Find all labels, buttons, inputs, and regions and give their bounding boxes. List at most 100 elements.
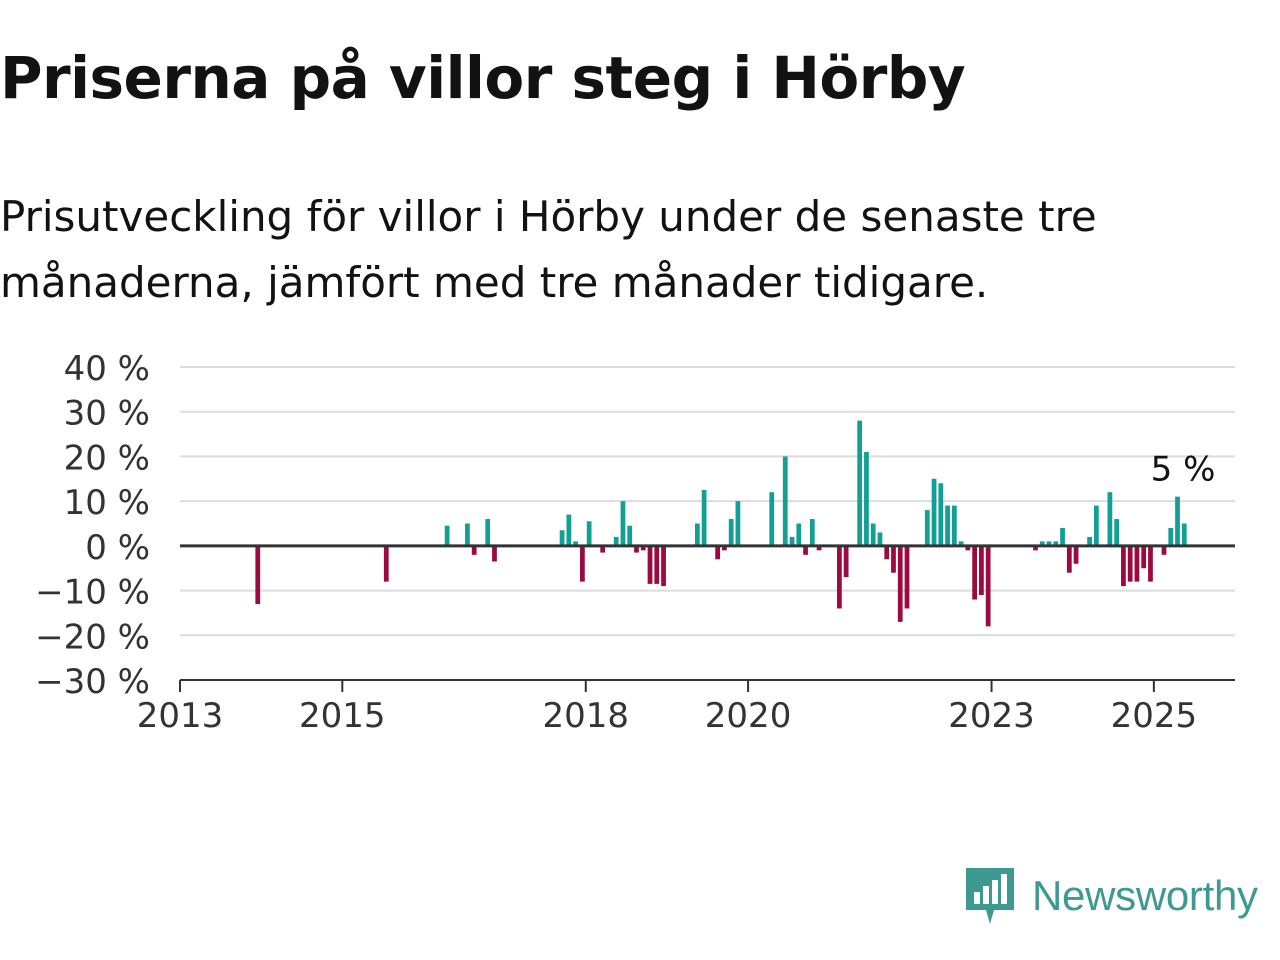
- bar: [1181, 523, 1187, 546]
- newsworthy-logo: Newsworthy: [964, 864, 1258, 928]
- x-tick-label: 2013: [137, 696, 224, 736]
- bar: [1127, 545, 1133, 582]
- bar: [383, 545, 389, 582]
- bar: [1039, 541, 1045, 546]
- bar: [1053, 541, 1059, 546]
- bar: [1148, 545, 1153, 582]
- bar: [884, 545, 890, 560]
- y-axis-labels: 40 % 30 %20 % 10 % 0 % −10 %−20 % −30 %: [35, 349, 150, 702]
- x-tick-label: 2015: [299, 696, 386, 736]
- bar: [864, 451, 869, 546]
- bar: [1141, 545, 1147, 569]
- bar: [586, 521, 592, 546]
- y-tick-label: −20 %: [35, 617, 150, 657]
- bar: [769, 492, 775, 546]
- bar: [857, 420, 863, 546]
- chart-title: Priserna på villor steg i Hörby: [0, 44, 966, 112]
- bar: [843, 545, 849, 578]
- brand-name: Newsworthy: [1032, 872, 1258, 919]
- bar: [661, 545, 666, 587]
- bar: [722, 545, 727, 551]
- annotations: 5 %: [1151, 450, 1216, 490]
- bar: [647, 545, 653, 584]
- bar: [951, 505, 957, 546]
- bar: [634, 545, 639, 553]
- y-tick-label: 0 %: [85, 528, 150, 568]
- bar: [620, 501, 626, 546]
- bar: [492, 545, 497, 562]
- bar: [938, 483, 944, 546]
- bar: [972, 545, 978, 600]
- bar: [255, 545, 261, 604]
- bar: [573, 541, 579, 546]
- x-tick-label: 2020: [705, 696, 792, 736]
- bar: [1107, 492, 1113, 546]
- bar: [870, 523, 876, 546]
- bar: [796, 523, 802, 546]
- bar: [803, 545, 808, 555]
- bar: [1093, 505, 1099, 546]
- bar: [782, 456, 788, 546]
- y-tick-label: 30 %: [64, 394, 150, 434]
- gridlines: [180, 366, 1235, 637]
- x-axis: 2013 2015 2018 2020 2023 2025: [137, 544, 1235, 736]
- value-annotation: 5 %: [1151, 450, 1216, 490]
- newsworthy-logo-icon: [966, 868, 1014, 924]
- x-tick-label: 2018: [543, 696, 630, 736]
- bar: [1114, 519, 1120, 546]
- bar: [1161, 545, 1167, 555]
- bar: [891, 545, 896, 573]
- y-tick-label: −30 %: [35, 662, 150, 702]
- y-tick-label: 10 %: [64, 483, 150, 523]
- bar: [580, 545, 585, 582]
- y-tick-label: 20 %: [64, 438, 150, 478]
- bar: [965, 545, 971, 551]
- bar: [640, 545, 646, 551]
- bar: [1134, 545, 1140, 582]
- bar: [600, 545, 606, 553]
- bar: [1087, 536, 1092, 546]
- bar: [1175, 496, 1180, 546]
- y-tick-label: −10 %: [35, 573, 150, 613]
- bar: [1066, 545, 1072, 573]
- bar: [897, 545, 903, 622]
- bar: [444, 525, 450, 546]
- bar: [613, 536, 619, 546]
- bar: [1033, 545, 1038, 551]
- bar: [924, 510, 930, 546]
- bars: [255, 420, 1187, 627]
- bar: [877, 532, 883, 546]
- bar: [945, 505, 950, 546]
- bar: [559, 530, 565, 546]
- bar: [809, 519, 815, 546]
- bar: [701, 489, 707, 546]
- bar: [789, 536, 795, 546]
- bar: [985, 545, 991, 627]
- bar: [1073, 545, 1079, 564]
- bar: [816, 545, 822, 551]
- bar: [836, 545, 842, 609]
- bar: [958, 541, 964, 546]
- bar: [1060, 527, 1065, 546]
- bar: [1168, 527, 1174, 546]
- bar: [931, 478, 937, 546]
- bar: [654, 545, 660, 584]
- chart-subtitle: Prisutveckling för villor i Hörby under …: [0, 192, 1097, 307]
- bar: [471, 545, 477, 555]
- bar: [1046, 541, 1052, 546]
- y-tick-label: 40 %: [64, 349, 150, 389]
- bar-chart: 40 %30 %20 %10 %0 %−10 %−20 %−30 % 2013 2…: [35, 349, 1235, 736]
- bar: [566, 514, 572, 546]
- bar: [1121, 545, 1126, 587]
- bar: [465, 523, 470, 546]
- x-tick-label: 2025: [1111, 696, 1198, 736]
- bar: [715, 545, 721, 560]
- bar: [904, 545, 910, 609]
- bar: [485, 519, 491, 546]
- bar: [735, 501, 741, 546]
- bar: [694, 523, 700, 546]
- bar: [627, 525, 633, 546]
- bar: [728, 519, 734, 546]
- bar: [979, 545, 984, 596]
- x-tick-label: 2023: [948, 696, 1035, 736]
